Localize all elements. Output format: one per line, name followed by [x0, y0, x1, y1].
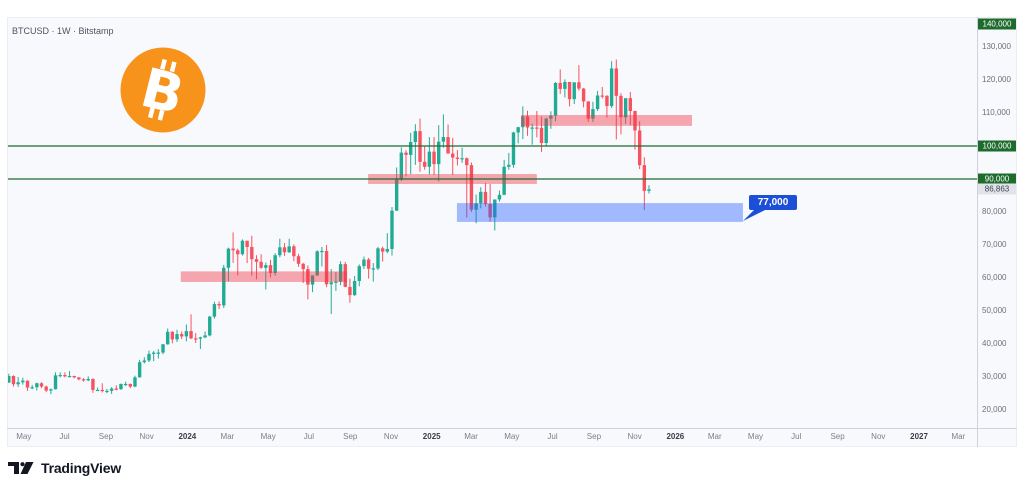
time-tick-month: Mar [951, 432, 966, 441]
time-tick-month: Sep [830, 432, 845, 441]
time-tick-month: Sep [343, 432, 358, 441]
time-tick-month: May [504, 432, 520, 441]
axis-corner [977, 428, 1017, 447]
tradingview-logo[interactable]: TradingView [8, 459, 121, 477]
support-zone-77k[interactable] [456, 203, 743, 222]
time-tick-month: Jul [547, 432, 558, 441]
level-price-label: 140,000 [978, 18, 1016, 30]
last-price-label: 86,863 [978, 183, 1016, 195]
time-tick-month: Jul [303, 432, 314, 441]
chart-panel[interactable] [7, 17, 1017, 447]
support-callout-label[interactable]: 77,000 [749, 195, 797, 210]
time-tick-year: 2024 [178, 432, 197, 441]
time-tick-month: Nov [139, 432, 154, 441]
resistance-zone-108k[interactable] [520, 114, 692, 126]
time-axis[interactable] [7, 428, 1017, 447]
time-tick-month: Mar [464, 432, 478, 441]
time-tick-month: Jul [59, 432, 70, 441]
brand-name: TradingView [41, 460, 122, 476]
price-tick-label: 60,000 [982, 273, 1007, 282]
time-tick-month: May [260, 432, 276, 441]
price-axis[interactable] [977, 17, 1017, 428]
symbol-title[interactable]: BTCUSD · 1W · Bitstamp [12, 26, 114, 36]
price-tick-label: 80,000 [982, 207, 1007, 216]
price-tick-label: 110,000 [982, 108, 1011, 117]
time-tick-month: Mar [220, 432, 235, 441]
resistance-zone-60k[interactable] [180, 271, 348, 282]
time-tick-year: 2025 [422, 432, 441, 441]
time-tick-year: 2027 [910, 432, 928, 441]
time-tick-month: May [16, 432, 32, 441]
price-tick-label: 20,000 [982, 405, 1007, 414]
tradingview-mark-icon [8, 462, 34, 474]
price-tick-label: 130,000 [982, 42, 1011, 51]
time-tick-month: Nov [627, 432, 642, 441]
time-tick-month: Nov [383, 432, 399, 441]
price-tick-label: 120,000 [982, 75, 1011, 84]
horizontal-levels[interactable] [8, 145, 977, 180]
level-price-label: 100,000 [978, 140, 1016, 152]
price-tick-label: 50,000 [982, 306, 1007, 315]
price-tick-label: 30,000 [982, 372, 1007, 381]
price-tick-label: 40,000 [982, 339, 1007, 348]
level-price-label: 90,000 [978, 173, 1016, 185]
time-tick-month: Sep [98, 432, 114, 441]
time-tick-month: Jul [791, 432, 802, 441]
time-tick-year: 2026 [666, 432, 685, 441]
time-tick-month: Mar [707, 432, 722, 441]
time-tick-month: Nov [871, 432, 886, 441]
time-tick-month: Sep [586, 432, 602, 441]
time-tick-month: May [747, 432, 764, 441]
price-tick-label: 70,000 [982, 240, 1007, 249]
